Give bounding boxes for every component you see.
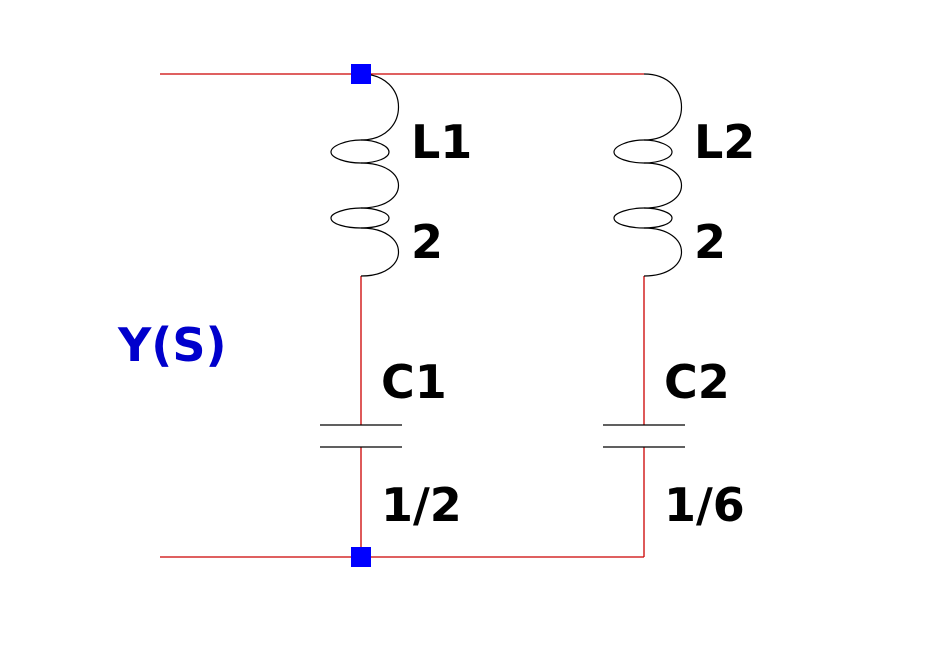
inductor-l1 xyxy=(330,73,399,277)
wires xyxy=(160,73,645,558)
l2-designator: L2 xyxy=(694,115,755,169)
junction-bottom[interactable] xyxy=(351,547,371,567)
capacitor-c2 xyxy=(603,424,685,448)
c1-designator: C1 xyxy=(381,355,447,409)
l1-designator: L1 xyxy=(411,115,472,169)
c1-value: 1/2 xyxy=(381,478,462,532)
capacitor-c1 xyxy=(320,424,402,448)
junction-top[interactable] xyxy=(351,64,371,84)
l1-value: 2 xyxy=(411,215,443,269)
c2-designator: C2 xyxy=(664,355,730,409)
c2-value: 1/6 xyxy=(664,478,745,532)
port-label: Y(S) xyxy=(117,318,227,372)
inductor-l2 xyxy=(613,73,682,277)
l2-value: 2 xyxy=(694,215,726,269)
